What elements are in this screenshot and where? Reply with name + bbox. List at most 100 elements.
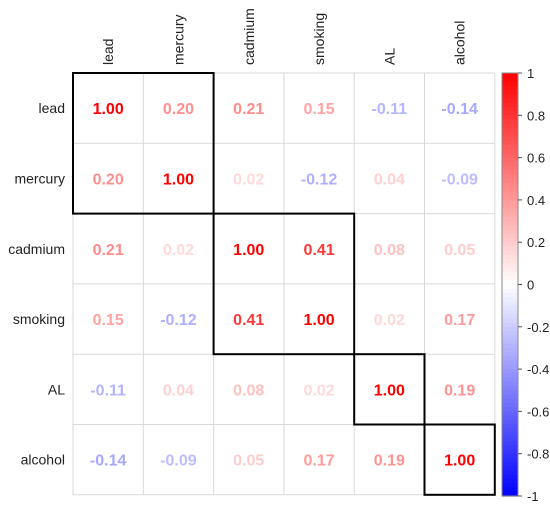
cell-value-label: 0.20 xyxy=(93,171,124,188)
colorbar-segment xyxy=(502,335,518,341)
colorbar-segment xyxy=(502,174,518,180)
colorbar-segment xyxy=(502,136,518,142)
colorbar-segment xyxy=(502,119,518,125)
colorbar-segment xyxy=(502,364,518,370)
colorbar-segment xyxy=(502,106,518,112)
cell-value-label: 1.00 xyxy=(163,171,194,188)
cluster-box xyxy=(423,423,496,496)
cell-value-label: 0.05 xyxy=(233,453,264,470)
cell-value-label: 0.08 xyxy=(374,242,405,259)
colorbar-segment xyxy=(502,212,518,218)
colorbar-tick-label: 0.2 xyxy=(527,235,545,250)
colorbar-segment xyxy=(502,386,518,391)
colorbar-segment xyxy=(502,81,518,87)
colorbar-segment xyxy=(502,326,518,332)
colorbar-segment xyxy=(502,390,518,396)
colorbar-segment xyxy=(502,352,518,358)
column-label: AL xyxy=(381,48,397,65)
row-label: cadmium xyxy=(8,241,65,257)
colorbar-segment xyxy=(502,276,518,281)
colorbar-segment xyxy=(502,237,518,243)
colorbar-segment xyxy=(502,195,518,201)
colorbar-segment xyxy=(502,178,518,184)
colorbar-tick-label: -1 xyxy=(527,489,539,504)
cell-value-label: -0.11 xyxy=(90,382,126,399)
cell-value-label: -0.11 xyxy=(372,101,408,118)
colorbar-segment xyxy=(502,271,518,277)
colorbar-segment xyxy=(502,191,518,197)
cell-value-label: 0.41 xyxy=(303,242,334,259)
cell-value-label: 1.00 xyxy=(93,101,124,118)
colorbar-segment xyxy=(502,250,518,256)
colorbar-segment xyxy=(502,301,518,307)
colorbar-segment xyxy=(502,267,518,273)
colorbar-segment xyxy=(502,263,518,269)
colorbar-segment xyxy=(502,297,518,303)
colorbar-segment xyxy=(502,449,518,455)
colorbar-tick-label: -0.6 xyxy=(527,404,549,419)
colorbar-segment xyxy=(502,85,518,91)
column-label: mercury xyxy=(170,14,186,65)
colorbar-segment xyxy=(502,402,518,408)
colorbar-segment xyxy=(502,381,518,387)
colorbar-segment xyxy=(502,491,518,497)
colorbar-segment xyxy=(502,149,518,154)
cell-value-label: -0.12 xyxy=(301,171,338,188)
colorbar-segment xyxy=(502,457,518,463)
cell-value-label: 0.02 xyxy=(374,312,405,329)
colorbar-segment xyxy=(502,246,518,252)
colorbar-segment xyxy=(502,123,518,129)
colorbar-segment xyxy=(502,373,518,379)
colorbar-segment xyxy=(502,347,518,353)
colorbar-segment xyxy=(502,432,518,438)
row-label: smoking xyxy=(13,311,65,327)
cluster-box xyxy=(353,353,426,426)
colorbar-segment xyxy=(502,161,518,167)
colorbar-segment xyxy=(502,233,518,239)
cell-value-label: -0.14 xyxy=(90,453,127,470)
colorbar-segment xyxy=(502,187,518,193)
colorbar-tick-label: 0.4 xyxy=(527,193,545,208)
cell-value-label: 0.19 xyxy=(374,453,405,470)
colorbar-tick-label: -0.8 xyxy=(527,447,549,462)
cell-value-label: 0.15 xyxy=(93,312,124,329)
column-label: lead xyxy=(100,39,116,65)
colorbar-segment xyxy=(502,428,518,434)
cluster-box xyxy=(72,72,215,215)
colorbar-tick-label: 0.8 xyxy=(527,108,545,123)
cell-value-label: 0.20 xyxy=(163,101,194,118)
colorbar-segment xyxy=(502,98,518,104)
colorbar-segment xyxy=(502,411,518,417)
colorbar-tick-label: 0.6 xyxy=(527,151,545,166)
cell-value-label: 1.00 xyxy=(303,312,334,329)
colorbar-segment xyxy=(502,157,518,163)
colorbar-segment xyxy=(502,170,518,176)
colorbar-segment xyxy=(502,225,518,231)
colorbar-segment xyxy=(502,398,518,404)
colorbar-segment xyxy=(502,204,518,209)
cell-value-label: 0.08 xyxy=(233,382,264,399)
cell-value-label: 0.15 xyxy=(303,101,334,118)
colorbar-segment xyxy=(502,453,518,459)
colorbar-segment xyxy=(502,127,518,133)
colorbar-segment xyxy=(502,441,518,446)
cell-value-label: 0.19 xyxy=(444,382,475,399)
colorbar-segment xyxy=(502,318,518,324)
cluster-box xyxy=(212,212,356,356)
colorbar-segment xyxy=(502,466,518,472)
colorbar-segment xyxy=(502,284,518,290)
cell-value-label: 0.17 xyxy=(444,312,475,329)
colorbar-segment xyxy=(502,115,518,121)
colorbar-segment xyxy=(502,216,518,222)
cell-value-label: 0.41 xyxy=(233,312,264,329)
colorbar-segment xyxy=(502,309,518,315)
colorbar-segment xyxy=(502,208,518,214)
colorbar-segment xyxy=(502,140,518,146)
row-label: alcohol xyxy=(21,452,65,468)
cell-value-label: 0.02 xyxy=(163,242,194,259)
cell-value-label: 0.04 xyxy=(374,171,405,188)
colorbar-segment xyxy=(502,182,518,188)
colorbar-tick-label: 0 xyxy=(527,278,534,293)
cell-value-label: 0.02 xyxy=(233,171,264,188)
